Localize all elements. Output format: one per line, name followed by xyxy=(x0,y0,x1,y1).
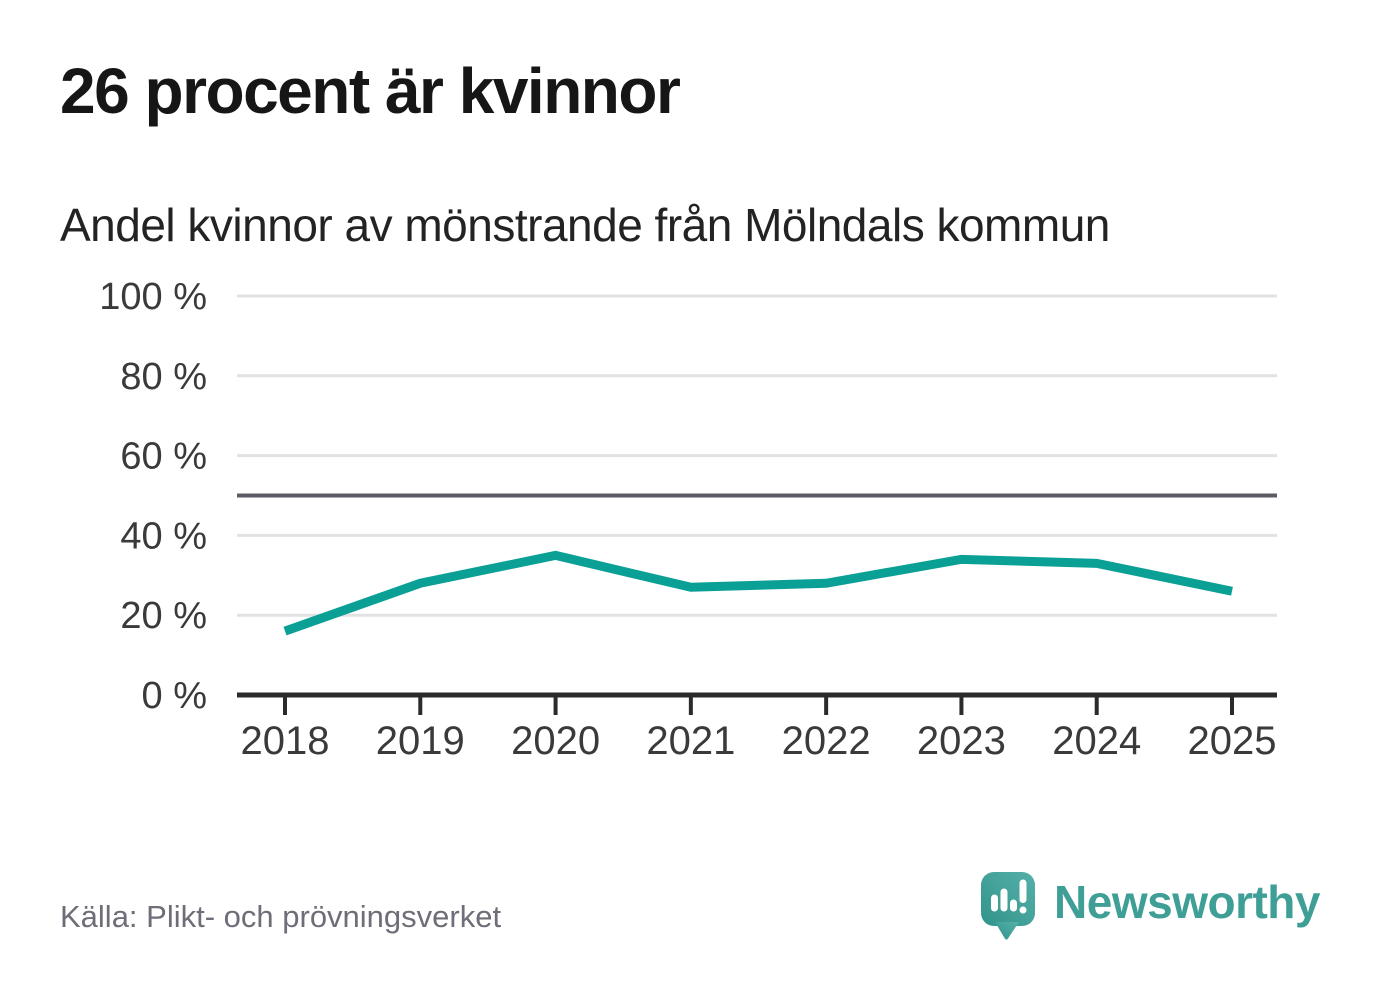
newsworthy-logo-text: Newsworthy xyxy=(1054,876,1320,928)
exclamation-dot xyxy=(1019,906,1027,914)
x-tick-label: 2025 xyxy=(1188,719,1277,763)
x-tick-label: 2024 xyxy=(1052,719,1141,763)
newsworthy-logo-icon xyxy=(981,872,1036,940)
x-tick-label: 2020 xyxy=(511,719,600,763)
exclamation-bar xyxy=(1019,879,1027,903)
chart-subtitle: Andel kvinnor av mönstrande från Mölndal… xyxy=(60,199,1110,251)
data-line-andel-kvinnor xyxy=(283,550,1233,636)
x-tick-label: 2023 xyxy=(917,719,1006,763)
y-tick-label: 40 % xyxy=(120,515,207,557)
bar-chart-glyph xyxy=(991,879,1027,914)
x-tick-label: 2018 xyxy=(241,719,330,763)
x-tick-label: 2019 xyxy=(376,719,465,763)
x-tick-label: 2022 xyxy=(782,719,871,763)
newsworthy-logo: Newsworthy xyxy=(980,872,1320,944)
speech-bubble-shape xyxy=(981,872,1036,940)
y-tick-label: 80 % xyxy=(120,356,207,398)
y-tick-label: 60 % xyxy=(120,436,207,478)
x-tick-label: 2021 xyxy=(646,719,735,763)
y-tick-label: 100 % xyxy=(99,276,207,318)
y-tick-label: 20 % xyxy=(120,595,207,637)
source-note: Källa: Plikt- och prövningsverket xyxy=(60,899,502,934)
chart-title: 26 procent är kvinnor xyxy=(60,55,681,127)
y-tick-label: 0 % xyxy=(142,675,207,717)
